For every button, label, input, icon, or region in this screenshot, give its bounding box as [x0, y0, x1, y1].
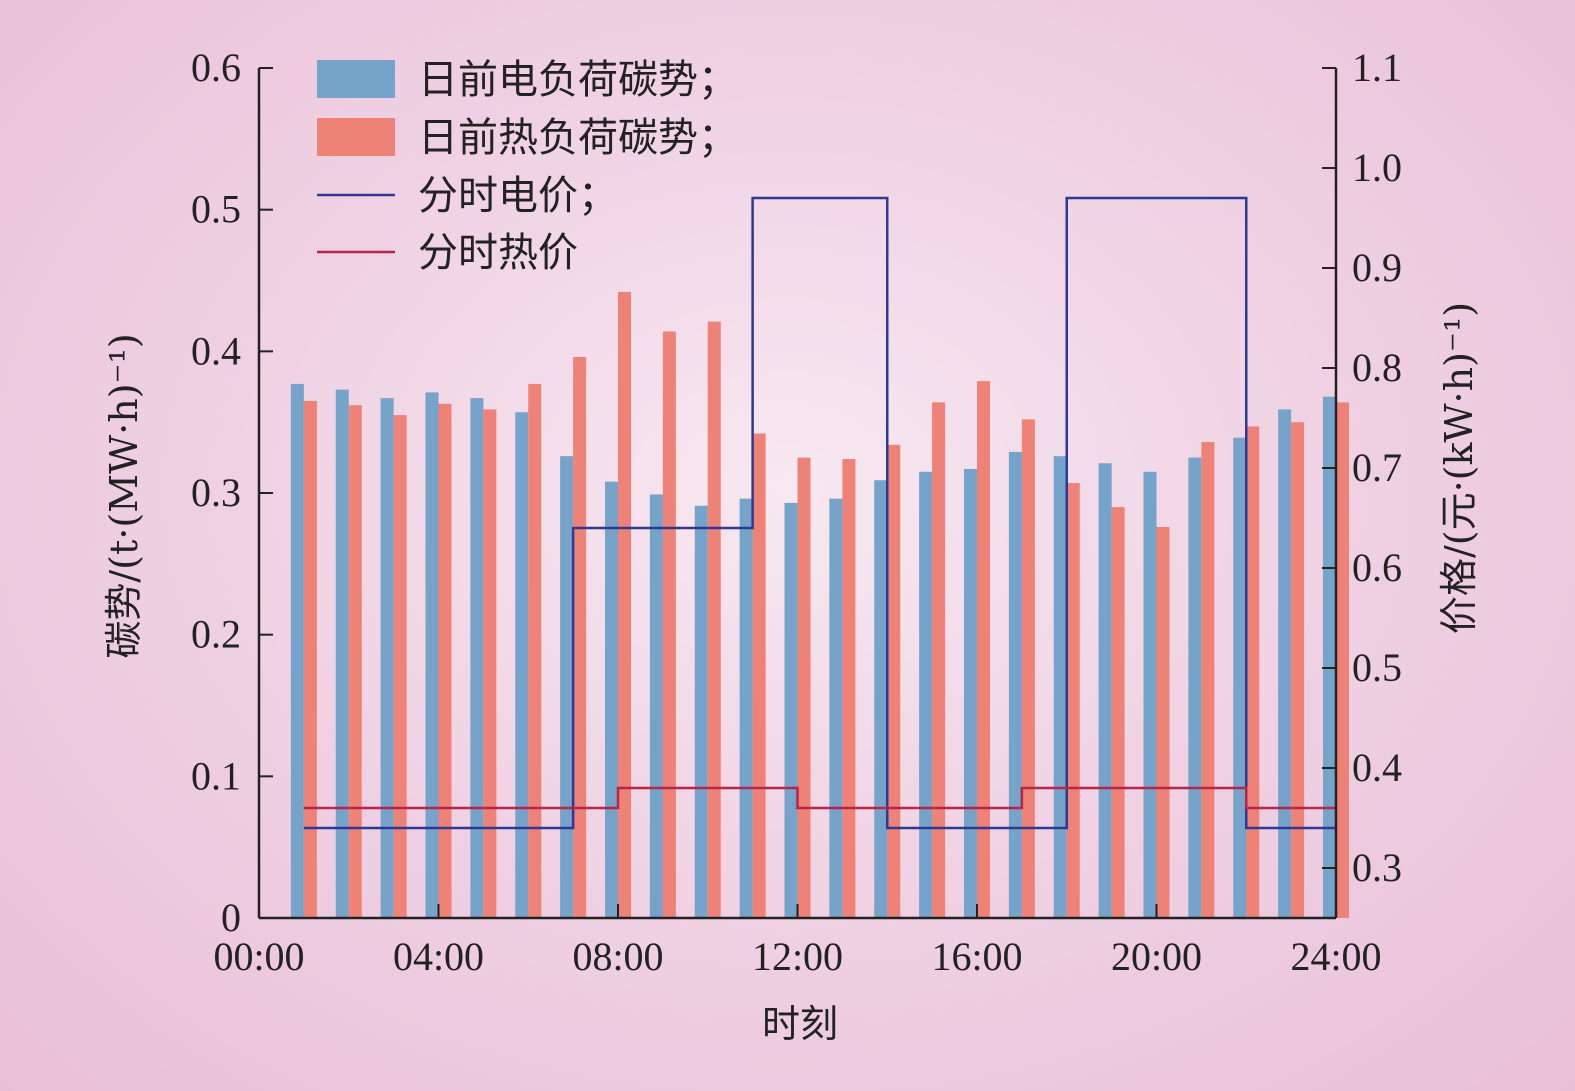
y-axis-right-title: 价格/(元·(kW·h)⁻¹): [1437, 302, 1481, 634]
bar-electric-carbon-11: [739, 498, 753, 918]
bar-electric-carbon-23: [1278, 409, 1292, 918]
y-left-tick-label: 0.3: [191, 470, 241, 515]
bar-heat-carbon-12: [797, 457, 811, 918]
bar-electric-carbon-8: [605, 481, 618, 918]
y-right-tick-label: 0.7: [1352, 445, 1402, 490]
y-axis-left-title: 碳势/(t·(MW·h)⁻¹): [102, 333, 146, 658]
bar-electric-carbon-19: [1098, 463, 1112, 918]
legend-label-electric-carbon: 日前电负荷碳势；: [418, 57, 738, 103]
bar-heat-carbon-18: [1066, 483, 1080, 918]
bar-electric-carbon-17: [1008, 451, 1022, 918]
y-right-tick-label: 0.5: [1352, 645, 1402, 690]
x-tick-label: 20:00: [1111, 934, 1202, 979]
bar-heat-carbon-3: [393, 415, 407, 918]
x-tick-label: 08:00: [572, 934, 663, 979]
bar-electric-carbon-14: [874, 480, 888, 918]
y-right-tick-label: 0.9: [1352, 245, 1402, 290]
bar-heat-carbon-8: [618, 291, 631, 918]
bar-electric-carbon-3: [380, 398, 394, 918]
bar-heat-carbon-14: [887, 444, 901, 918]
bar-heat-carbon-10: [707, 321, 721, 918]
y-left-tick-label: 0.1: [191, 753, 241, 798]
legend-label-electric-price: 分时电价；: [418, 173, 618, 219]
legend-label-heat-price: 分时热价: [418, 230, 578, 276]
x-tick-label: 12:00: [752, 934, 843, 979]
y-right-tick-label: 0.6: [1352, 545, 1402, 590]
bar-heat-carbon-16: [977, 381, 990, 918]
bar-electric-carbon-18: [1053, 456, 1067, 918]
bar-electric-carbon-5: [470, 398, 484, 918]
bar-electric-carbon-7: [560, 456, 574, 918]
bar-electric-carbon-16: [964, 468, 977, 918]
price-lines-layer: [303, 196, 1336, 830]
y-left-tick-label: 0.6: [191, 45, 241, 90]
tick-labels-layer: 0 0.1 0.2 0.3 0.4 0.5 0.6 0.3 0.4 0.5 0.6 0.7 0.8 0.9…: [191, 45, 1402, 979]
bar-electric-carbon-15: [919, 471, 933, 918]
bar-heat-carbon-7: [573, 357, 587, 918]
bar-heat-carbon-20: [1156, 527, 1170, 918]
bar-heat-carbon-15: [932, 402, 946, 918]
bar-heat-carbon-1: [303, 400, 317, 919]
bar-electric-carbon-9: [649, 494, 663, 918]
bar-electric-carbon-1: [290, 383, 304, 919]
bar-heat-carbon-9: [662, 331, 676, 918]
bar-heat-carbon-4: [438, 403, 452, 918]
bar-heat-carbon-23: [1291, 422, 1305, 918]
y-left-tick-label: 0.5: [191, 187, 241, 232]
bar-electric-carbon-21: [1188, 457, 1202, 918]
x-tick-label: 16:00: [931, 934, 1022, 979]
bar-heat-carbon-24: [1336, 402, 1349, 918]
legend-label-heat-carbon: 日前热负荷碳势；: [418, 115, 738, 161]
axes-layer: [257, 67, 1338, 920]
bar-electric-carbon-13: [829, 498, 843, 918]
bar-heat-carbon-5: [483, 409, 497, 918]
bar-heat-carbon-19: [1111, 507, 1125, 918]
y-left-tick-label: 0.4: [191, 328, 241, 373]
bar-heat-carbon-17: [1021, 419, 1035, 918]
bars-layer: [290, 291, 1349, 919]
x-tick-label: 04:00: [393, 934, 484, 979]
bar-electric-carbon-20: [1143, 471, 1157, 918]
x-tick-label: 00:00: [213, 934, 304, 979]
bar-electric-carbon-2: [335, 389, 349, 918]
y-right-tick-label: 1.0: [1352, 145, 1402, 190]
bar-heat-carbon-13: [842, 459, 856, 918]
x-axis-title: 时刻: [762, 1002, 838, 1046]
legend-swatch-heat-carbon: [317, 118, 395, 156]
bar-electric-carbon-6: [515, 412, 529, 918]
x-tick-label: 24:00: [1290, 934, 1381, 979]
bar-heat-carbon-22: [1246, 426, 1260, 918]
bar-heat-carbon-6: [528, 383, 542, 919]
y-left-tick-label: 0.2: [191, 612, 241, 657]
legend-swatch-electric-carbon: [317, 60, 395, 98]
bar-electric-carbon-22: [1233, 437, 1247, 918]
y-left-tick-label: 0: [221, 895, 241, 940]
y-right-tick-label: 0.8: [1352, 345, 1402, 390]
heat-price-line: [303, 786, 1336, 810]
y-right-tick-label: 1.1: [1352, 45, 1402, 90]
bar-electric-carbon-12: [784, 502, 798, 918]
electric-price-line: [303, 196, 1336, 830]
bar-electric-carbon-24: [1323, 396, 1336, 919]
bar-heat-carbon-2: [348, 405, 362, 919]
y-right-tick-label: 0.4: [1352, 745, 1402, 790]
bar-heat-carbon-21: [1201, 442, 1215, 918]
bar-heat-carbon-11: [752, 433, 766, 918]
legend: 日前电负荷碳势； 日前热负荷碳势； 分时电价； 分时热价: [317, 57, 738, 276]
bar-electric-carbon-4: [425, 392, 439, 919]
y-right-tick-label: 0.3: [1352, 845, 1402, 890]
bar-electric-carbon-10: [694, 505, 708, 918]
